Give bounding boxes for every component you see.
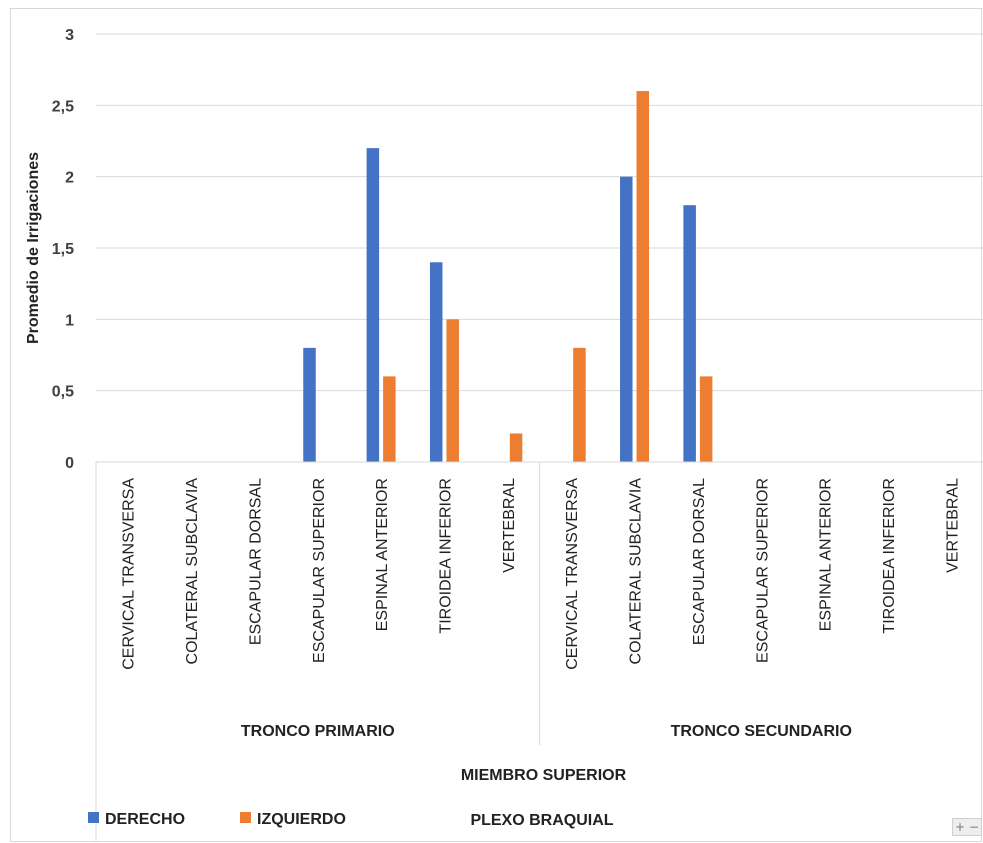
category-label: CERVICAL TRANSVERSA xyxy=(564,478,581,670)
bar-derecho xyxy=(683,205,696,462)
bar-derecho xyxy=(303,347,316,462)
bar-izquierdo xyxy=(636,91,650,463)
y-tick-label: 0 xyxy=(65,455,74,472)
category-label: ESCAPULAR DORSAL xyxy=(247,478,264,645)
category-label: VERTEBRAL xyxy=(944,478,961,573)
category-label: COLATERAL SUBCLAVIA xyxy=(184,478,201,665)
y-tick-label: 2,5 xyxy=(52,98,74,115)
bar-izquierdo xyxy=(573,347,586,462)
bar-izquierdo xyxy=(509,433,523,462)
legend-label-izquierdo: IZQUIERDO xyxy=(257,811,346,828)
zoom-in-button[interactable]: + xyxy=(954,820,966,834)
bar-derecho xyxy=(366,148,380,462)
category-label: CERVICAL TRANSVERSA xyxy=(121,478,138,670)
category-label: ESPINAL ANTERIOR xyxy=(374,478,391,631)
super-group-label: MIEMBRO SUPERIOR xyxy=(461,767,627,784)
category-label: VERTEBRAL xyxy=(501,478,518,573)
category-label: ESCAPULAR DORSAL xyxy=(691,478,708,645)
category-label: TIROIDEA INFERIOR xyxy=(881,478,898,634)
group-label: TRONCO SECUNDARIO xyxy=(671,723,852,740)
legend-swatch-derecho xyxy=(88,812,99,823)
chart-frame xyxy=(10,8,982,842)
category-label: COLATERAL SUBCLAVIA xyxy=(628,478,645,665)
y-tick-label: 1,5 xyxy=(52,241,74,258)
category-label: ESCAPULAR SUPERIOR xyxy=(311,478,328,663)
category-label: ESPINAL ANTERIOR xyxy=(818,478,835,631)
zoom-out-button[interactable]: − xyxy=(968,820,980,834)
bar-izquierdo xyxy=(699,376,713,462)
y-tick-label: 3 xyxy=(65,27,74,44)
y-tick-label: 0,5 xyxy=(52,384,74,401)
y-tick-label: 1 xyxy=(65,312,74,329)
group-label: TRONCO PRIMARIO xyxy=(241,723,395,740)
zoom-control[interactable]: + − xyxy=(952,818,982,836)
y-axis-title: Promedio de Irrigaciones xyxy=(25,152,42,344)
outer-group-label: PLEXO BRAQUIAL xyxy=(470,812,613,829)
legend-swatch-izquierdo xyxy=(240,812,251,823)
category-label: TIROIDEA INFERIOR xyxy=(437,478,454,634)
bar-derecho xyxy=(429,262,443,462)
y-tick-label: 2 xyxy=(65,170,74,187)
bar-izquierdo xyxy=(383,376,396,462)
legend-label-derecho: DERECHO xyxy=(105,811,185,828)
category-label: ESCAPULAR SUPERIOR xyxy=(754,478,771,663)
bar-izquierdo xyxy=(446,319,459,462)
bar-derecho xyxy=(620,176,633,462)
